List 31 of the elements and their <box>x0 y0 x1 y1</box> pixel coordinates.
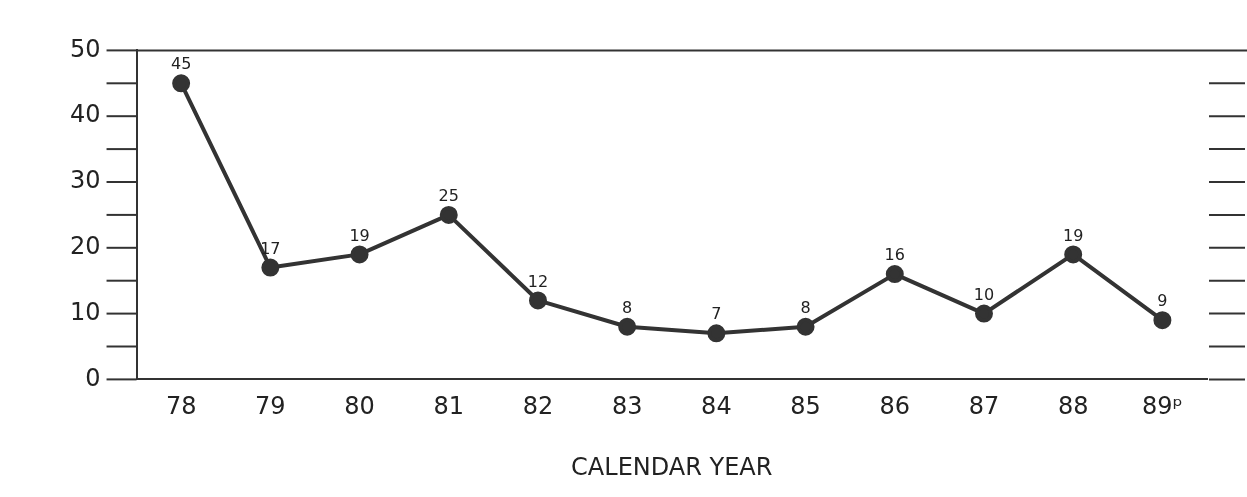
x-axis-title: CALENDAR YEAR <box>571 452 773 481</box>
data-label: 7 <box>711 304 722 324</box>
x-tick-label: 86 <box>879 392 911 421</box>
data-label: 9 <box>1157 291 1168 311</box>
data-label: 19 <box>349 225 370 245</box>
y-tick-label: 30 <box>69 166 101 195</box>
x-tick-label: 79 <box>255 392 286 421</box>
data-label: 19 <box>1063 225 1084 245</box>
data-label: 25 <box>438 186 459 206</box>
y-tick-label: 50 <box>69 34 101 63</box>
x-tick-label: 81 <box>433 392 465 421</box>
y-tick-label: 0 <box>85 363 101 392</box>
data-label: 12 <box>527 271 549 291</box>
x-tick-label: 85 <box>790 392 821 421</box>
y-tick-label: 40 <box>69 100 101 129</box>
x-tick-label: 84 <box>701 392 732 421</box>
data-label: 16 <box>884 245 905 265</box>
data-label: 10 <box>973 284 995 304</box>
data-label: 8 <box>800 297 811 317</box>
y-tick-label: 10 <box>69 297 101 326</box>
x-tick-label: 89ᵖ <box>1141 392 1183 421</box>
data-label: 8 <box>622 297 633 317</box>
x-tick-label: 80 <box>344 392 375 421</box>
x-tick-label: 82 <box>522 392 554 421</box>
x-tick-label: 83 <box>611 392 643 421</box>
x-tick-label: 87 <box>968 392 1000 421</box>
data-label: 17 <box>260 238 281 258</box>
y-tick-label: 20 <box>69 232 101 261</box>
x-tick-label: 78 <box>165 392 197 421</box>
x-tick-label: 88 <box>1057 392 1089 421</box>
data-label: 45 <box>170 54 192 74</box>
